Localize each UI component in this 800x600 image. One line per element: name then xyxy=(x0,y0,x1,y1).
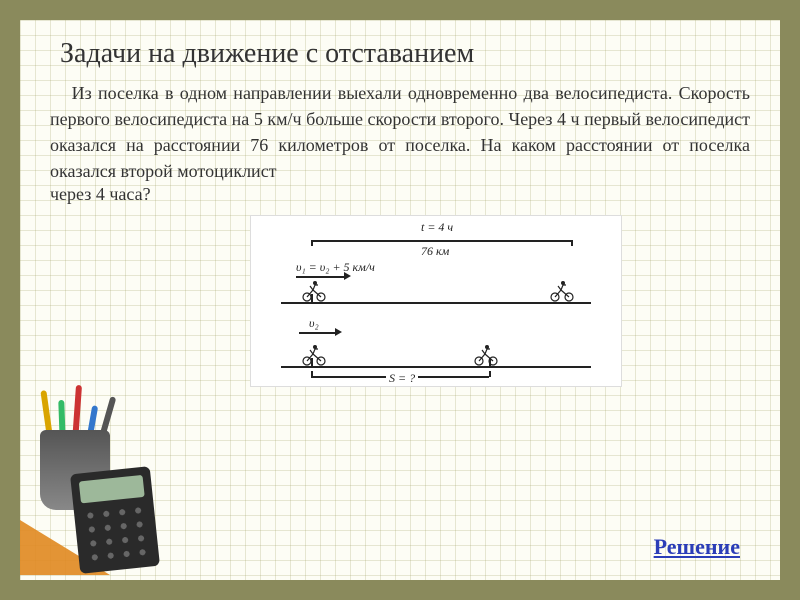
rider-icon xyxy=(549,280,575,302)
calculator-icon xyxy=(70,466,160,574)
bracket-tick xyxy=(489,371,491,377)
rider-icon xyxy=(301,280,327,302)
bracket-tick xyxy=(311,240,313,246)
track-bottom xyxy=(281,366,591,368)
rider-icon xyxy=(473,344,499,366)
distance-bracket-top xyxy=(311,240,571,242)
problem-text: Из поселка в одном направлении выехали о… xyxy=(20,80,780,184)
page-title: Задачи на движение с отставанием xyxy=(20,20,780,80)
track-top xyxy=(281,302,591,304)
school-supplies-image xyxy=(20,380,190,580)
motion-diagram: t = 4 ч 76 км υ₁ = υ₂ + 5 км/ч υ₂ S = ? xyxy=(250,215,622,387)
v1-arrow xyxy=(296,276,346,278)
arrow-head xyxy=(344,272,351,280)
arrow-head xyxy=(335,328,342,336)
v2-arrow xyxy=(299,332,337,334)
bracket-tick xyxy=(311,371,313,377)
rider-icon xyxy=(301,344,327,366)
s-label: S = ? xyxy=(386,371,418,386)
solution-link[interactable]: Решение xyxy=(654,534,740,560)
slide-frame: Задачи на движение с отставанием Из посе… xyxy=(0,0,800,600)
v1-label: υ₁ = υ₂ + 5 км/ч xyxy=(296,260,375,275)
problem-tail: через 4 часа? xyxy=(20,184,780,205)
bracket-tick xyxy=(571,240,573,246)
v2-label: υ₂ xyxy=(309,316,319,331)
distance-label: 76 км xyxy=(421,244,449,259)
time-label: t = 4 ч xyxy=(421,220,453,235)
